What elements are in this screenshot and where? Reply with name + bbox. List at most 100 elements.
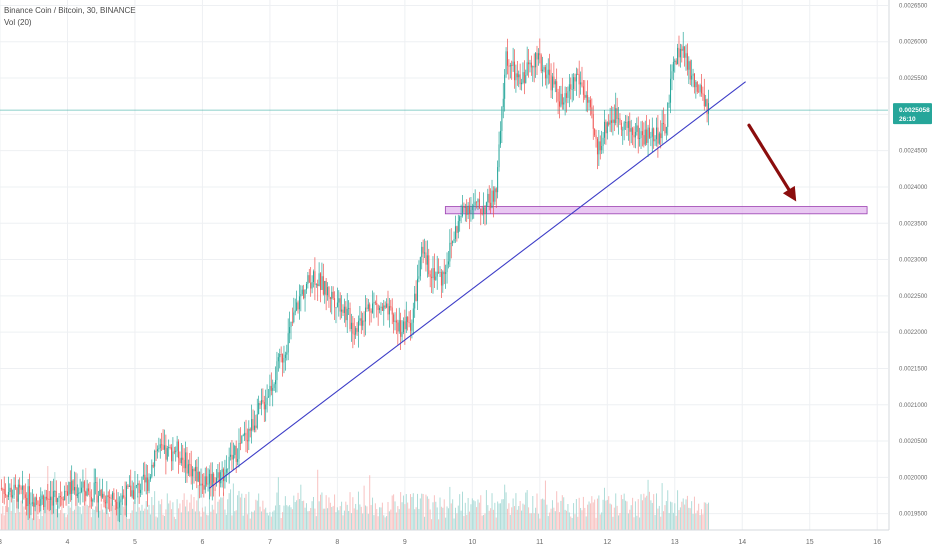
candle-body bbox=[210, 473, 212, 486]
volume-bar bbox=[452, 499, 454, 530]
candle-body bbox=[130, 485, 132, 497]
candle-body bbox=[640, 131, 642, 138]
candle-body bbox=[671, 71, 673, 79]
volume-bar bbox=[44, 501, 46, 530]
candle-body bbox=[674, 60, 676, 62]
candle-body bbox=[21, 485, 23, 490]
volume-bar bbox=[269, 512, 271, 530]
volume-bar bbox=[546, 504, 548, 530]
volume-bar bbox=[470, 504, 472, 530]
candle-body bbox=[43, 495, 45, 508]
candle-body bbox=[29, 486, 31, 505]
candle-body bbox=[133, 490, 135, 500]
candle-body bbox=[270, 385, 272, 391]
volume-bar bbox=[575, 499, 577, 530]
volume-bar bbox=[678, 510, 680, 530]
candle-body bbox=[668, 102, 670, 104]
volume-bar bbox=[353, 508, 355, 530]
volume-bar bbox=[679, 507, 681, 530]
candle-body bbox=[121, 495, 123, 500]
time-tick-label: 5 bbox=[133, 539, 137, 546]
volume-bar bbox=[667, 490, 669, 530]
trendline[interactable] bbox=[208, 81, 746, 489]
volume-bar bbox=[703, 502, 705, 530]
volume-bar bbox=[474, 501, 476, 530]
time-axis[interactable]: 3 4 5 6 7 8 9 10 11 12 13 14 15 16 bbox=[0, 529, 889, 550]
candle-body bbox=[57, 498, 59, 503]
volume-bar bbox=[248, 491, 250, 530]
price-axis[interactable]: 0.00265000.00260000.00255000.00250000.00… bbox=[888, 0, 932, 550]
volume-bar bbox=[109, 516, 111, 530]
candle-body bbox=[573, 77, 575, 90]
volume-indicator-label: Vol (20) bbox=[4, 18, 32, 27]
candle-body bbox=[279, 353, 281, 358]
candle-body bbox=[117, 507, 119, 509]
volume-bar bbox=[394, 501, 396, 530]
candle-body bbox=[114, 499, 116, 502]
candle-body bbox=[551, 76, 553, 91]
time-axis-bg bbox=[0, 530, 889, 550]
volume-bar bbox=[328, 497, 330, 530]
candle-body bbox=[44, 496, 46, 508]
candle-body bbox=[653, 128, 655, 142]
volume-bar bbox=[291, 509, 293, 530]
volume-bar bbox=[445, 517, 447, 530]
candle-body bbox=[376, 302, 378, 305]
candle-body bbox=[564, 93, 566, 103]
volume-bar bbox=[363, 485, 365, 530]
candle-body bbox=[388, 306, 390, 315]
candle-body bbox=[417, 278, 419, 301]
volume-bar bbox=[162, 514, 164, 530]
candle-body bbox=[611, 120, 613, 123]
candle-body bbox=[297, 302, 299, 310]
grid-lines bbox=[0, 0, 888, 530]
volume-bar bbox=[106, 506, 108, 530]
candle-body bbox=[589, 99, 591, 108]
candle-body bbox=[685, 53, 687, 58]
candle-body bbox=[66, 491, 68, 496]
candle-body bbox=[342, 309, 344, 313]
volume-bar bbox=[551, 500, 553, 530]
volume-bar bbox=[532, 495, 534, 530]
candle-body bbox=[329, 297, 331, 300]
candle-body bbox=[100, 489, 102, 498]
volume-bar bbox=[59, 510, 61, 530]
candle-body bbox=[644, 129, 646, 145]
price-tick-label: 0.0023000 bbox=[899, 258, 928, 264]
candle-body bbox=[6, 495, 8, 497]
volume-bar bbox=[616, 505, 618, 530]
down-arrow-annotation[interactable] bbox=[747, 123, 797, 202]
volume-bar bbox=[454, 507, 456, 530]
candle-body bbox=[298, 296, 300, 310]
volume-bar bbox=[677, 490, 679, 530]
volume-bar bbox=[175, 519, 177, 530]
candle-body bbox=[696, 82, 698, 92]
support-zone[interactable] bbox=[444, 206, 868, 215]
candle-body bbox=[273, 384, 275, 388]
volume-bar bbox=[57, 505, 59, 530]
volume-bar bbox=[481, 515, 483, 530]
volume-bar bbox=[259, 506, 261, 530]
candle-body bbox=[456, 226, 458, 233]
volume-bar bbox=[542, 498, 544, 530]
candle-body bbox=[705, 99, 707, 107]
volume-bar bbox=[547, 516, 549, 530]
volume-bar bbox=[620, 494, 622, 530]
candle-body bbox=[353, 333, 355, 335]
volume-bar bbox=[477, 499, 479, 530]
volume-bar bbox=[172, 502, 174, 530]
candle-body bbox=[473, 205, 475, 207]
candle-body bbox=[380, 306, 382, 308]
volume-bar bbox=[365, 505, 367, 530]
candle-body bbox=[10, 487, 12, 498]
candle-body bbox=[654, 139, 656, 142]
volume-bar bbox=[350, 513, 352, 530]
candle-body bbox=[580, 82, 582, 85]
volume-bar bbox=[48, 500, 50, 530]
volume-bar bbox=[686, 495, 688, 530]
volume-bar bbox=[34, 503, 36, 530]
volume-bar bbox=[68, 505, 70, 530]
time-tick-label: 3 bbox=[0, 539, 2, 546]
